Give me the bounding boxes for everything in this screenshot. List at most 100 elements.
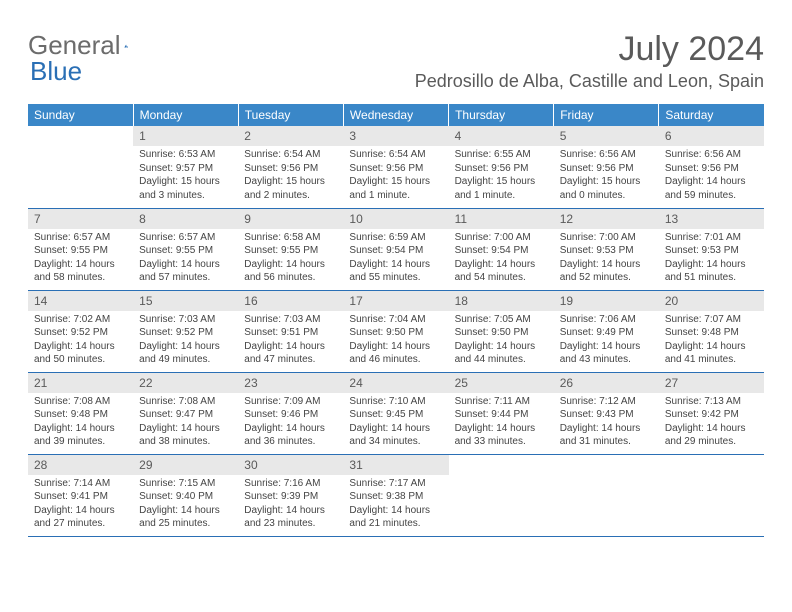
sunrise-text: Sunrise: 7:14 AM: [34, 477, 127, 491]
day-cell: 8Sunrise: 6:57 AMSunset: 9:55 PMDaylight…: [133, 208, 238, 290]
sunrise-text: Sunrise: 6:57 AM: [34, 231, 127, 245]
sunrise-text: Sunrise: 7:09 AM: [244, 395, 337, 409]
daylight-text: Daylight: 14 hours and 38 minutes.: [139, 422, 232, 449]
daylight-text: Daylight: 14 hours and 34 minutes.: [349, 422, 442, 449]
day-cell: 26Sunrise: 7:12 AMSunset: 9:43 PMDayligh…: [554, 372, 659, 454]
month-title: July 2024: [415, 30, 764, 69]
header-thursday: Thursday: [449, 104, 554, 126]
day-cell: 11Sunrise: 7:00 AMSunset: 9:54 PMDayligh…: [449, 208, 554, 290]
sunrise-text: Sunrise: 7:06 AM: [560, 313, 653, 327]
daylight-text: Daylight: 14 hours and 47 minutes.: [244, 340, 337, 367]
sunrise-text: Sunrise: 7:02 AM: [34, 313, 127, 327]
sunset-text: Sunset: 9:56 PM: [665, 162, 758, 176]
day-body: Sunrise: 7:03 AMSunset: 9:51 PMDaylight:…: [238, 311, 343, 371]
daylight-text: Daylight: 14 hours and 58 minutes.: [34, 258, 127, 285]
sunrise-text: Sunrise: 7:16 AM: [244, 477, 337, 491]
day-cell: 29Sunrise: 7:15 AMSunset: 9:40 PMDayligh…: [133, 454, 238, 536]
daylight-text: Daylight: 15 hours and 1 minute.: [455, 175, 548, 202]
day-number: 10: [343, 209, 448, 229]
brand-word2: Blue: [30, 56, 82, 86]
day-body: Sunrise: 7:06 AMSunset: 9:49 PMDaylight:…: [554, 311, 659, 371]
day-number: 13: [659, 209, 764, 229]
day-cell: 23Sunrise: 7:09 AMSunset: 9:46 PMDayligh…: [238, 372, 343, 454]
daylight-text: Daylight: 14 hours and 39 minutes.: [34, 422, 127, 449]
daylight-text: Daylight: 14 hours and 36 minutes.: [244, 422, 337, 449]
sunrise-text: Sunrise: 6:53 AM: [139, 148, 232, 162]
sunset-text: Sunset: 9:45 PM: [349, 408, 442, 422]
day-cell: 31Sunrise: 7:17 AMSunset: 9:38 PMDayligh…: [343, 454, 448, 536]
day-number: 20: [659, 291, 764, 311]
daylight-text: Daylight: 14 hours and 21 minutes.: [349, 504, 442, 531]
day-number: 1: [133, 126, 238, 146]
sunrise-text: Sunrise: 6:56 AM: [560, 148, 653, 162]
daylight-text: Daylight: 14 hours and 52 minutes.: [560, 258, 653, 285]
sunrise-text: Sunrise: 6:54 AM: [244, 148, 337, 162]
day-body: Sunrise: 6:58 AMSunset: 9:55 PMDaylight:…: [238, 229, 343, 289]
day-body: Sunrise: 6:56 AMSunset: 9:56 PMDaylight:…: [659, 146, 764, 206]
sunset-text: Sunset: 9:56 PM: [560, 162, 653, 176]
day-body: Sunrise: 6:56 AMSunset: 9:56 PMDaylight:…: [554, 146, 659, 206]
sunrise-text: Sunrise: 7:00 AM: [560, 231, 653, 245]
day-number: 14: [28, 291, 133, 311]
sunrise-text: Sunrise: 7:17 AM: [349, 477, 442, 491]
daylight-text: Daylight: 14 hours and 27 minutes.: [34, 504, 127, 531]
sunrise-text: Sunrise: 7:03 AM: [244, 313, 337, 327]
day-cell: 21Sunrise: 7:08 AMSunset: 9:48 PMDayligh…: [28, 372, 133, 454]
sunset-text: Sunset: 9:44 PM: [455, 408, 548, 422]
sunset-text: Sunset: 9:42 PM: [665, 408, 758, 422]
header-friday: Friday: [554, 104, 659, 126]
daylight-text: Daylight: 14 hours and 29 minutes.: [665, 422, 758, 449]
daylight-text: Daylight: 14 hours and 25 minutes.: [139, 504, 232, 531]
daylight-text: Daylight: 15 hours and 3 minutes.: [139, 175, 232, 202]
calendar-week-row: 21Sunrise: 7:08 AMSunset: 9:48 PMDayligh…: [28, 372, 764, 454]
sunset-text: Sunset: 9:50 PM: [349, 326, 442, 340]
day-number: 2: [238, 126, 343, 146]
day-body: Sunrise: 7:10 AMSunset: 9:45 PMDaylight:…: [343, 393, 448, 453]
sunset-text: Sunset: 9:48 PM: [665, 326, 758, 340]
day-number: 12: [554, 209, 659, 229]
sunrise-text: Sunrise: 7:08 AM: [139, 395, 232, 409]
day-body: Sunrise: 7:02 AMSunset: 9:52 PMDaylight:…: [28, 311, 133, 371]
header-wednesday: Wednesday: [343, 104, 448, 126]
day-number: 11: [449, 209, 554, 229]
sunset-text: Sunset: 9:51 PM: [244, 326, 337, 340]
day-cell: 10Sunrise: 6:59 AMSunset: 9:54 PMDayligh…: [343, 208, 448, 290]
daylight-text: Daylight: 14 hours and 56 minutes.: [244, 258, 337, 285]
brand-sail-icon: [124, 36, 129, 56]
day-number: 15: [133, 291, 238, 311]
day-body: Sunrise: 6:54 AMSunset: 9:56 PMDaylight:…: [238, 146, 343, 206]
sunset-text: Sunset: 9:53 PM: [560, 244, 653, 258]
sunrise-text: Sunrise: 7:01 AM: [665, 231, 758, 245]
daylight-text: Daylight: 14 hours and 50 minutes.: [34, 340, 127, 367]
daylight-text: Daylight: 14 hours and 31 minutes.: [560, 422, 653, 449]
sunrise-text: Sunrise: 7:07 AM: [665, 313, 758, 327]
day-body: Sunrise: 6:57 AMSunset: 9:55 PMDaylight:…: [133, 229, 238, 289]
sunset-text: Sunset: 9:41 PM: [34, 490, 127, 504]
day-number: 24: [343, 373, 448, 393]
day-number: 27: [659, 373, 764, 393]
daylight-text: Daylight: 14 hours and 33 minutes.: [455, 422, 548, 449]
sunset-text: Sunset: 9:43 PM: [560, 408, 653, 422]
sunset-text: Sunset: 9:54 PM: [349, 244, 442, 258]
header-tuesday: Tuesday: [238, 104, 343, 126]
sunrise-text: Sunrise: 6:59 AM: [349, 231, 442, 245]
day-cell: 2Sunrise: 6:54 AMSunset: 9:56 PMDaylight…: [238, 126, 343, 208]
day-body: Sunrise: 7:12 AMSunset: 9:43 PMDaylight:…: [554, 393, 659, 453]
day-cell: 20Sunrise: 7:07 AMSunset: 9:48 PMDayligh…: [659, 290, 764, 372]
day-body: Sunrise: 6:54 AMSunset: 9:56 PMDaylight:…: [343, 146, 448, 206]
sunrise-text: Sunrise: 6:58 AM: [244, 231, 337, 245]
calendar-page: General July 2024 Pedrosillo de Alba, Ca…: [0, 0, 792, 547]
header-row: General July 2024 Pedrosillo de Alba, Ca…: [28, 30, 764, 92]
sunset-text: Sunset: 9:39 PM: [244, 490, 337, 504]
sunset-text: Sunset: 9:55 PM: [244, 244, 337, 258]
day-body: Sunrise: 7:17 AMSunset: 9:38 PMDaylight:…: [343, 475, 448, 535]
day-cell: 9Sunrise: 6:58 AMSunset: 9:55 PMDaylight…: [238, 208, 343, 290]
day-cell: 17Sunrise: 7:04 AMSunset: 9:50 PMDayligh…: [343, 290, 448, 372]
day-number: 31: [343, 455, 448, 475]
day-body: Sunrise: 7:00 AMSunset: 9:54 PMDaylight:…: [449, 229, 554, 289]
day-body: Sunrise: 7:00 AMSunset: 9:53 PMDaylight:…: [554, 229, 659, 289]
day-number: 25: [449, 373, 554, 393]
day-body: Sunrise: 6:55 AMSunset: 9:56 PMDaylight:…: [449, 146, 554, 206]
sunset-text: Sunset: 9:56 PM: [349, 162, 442, 176]
daylight-text: Daylight: 14 hours and 46 minutes.: [349, 340, 442, 367]
